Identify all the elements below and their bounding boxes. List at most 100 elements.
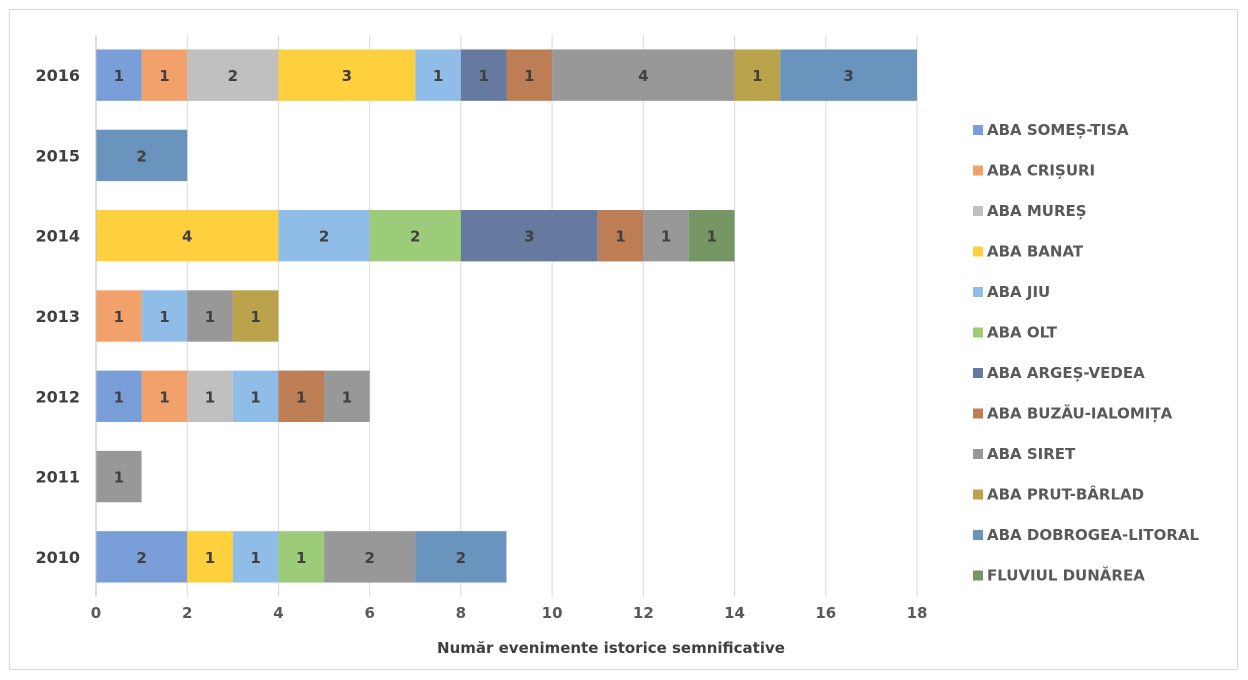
bar-segment [96, 49, 142, 101]
bar-segment [278, 49, 416, 101]
legend-swatch [973, 287, 983, 297]
bar-segment [415, 531, 507, 583]
bar-segment [460, 210, 598, 262]
bar-segment [506, 49, 553, 101]
bar-segment [597, 210, 644, 262]
bar-segment [96, 210, 279, 262]
data-label: 2 [228, 67, 238, 85]
data-label: 1 [433, 67, 443, 85]
data-label: 1 [250, 388, 260, 406]
legend-label: FLUVIUL DUNĂREA [987, 566, 1145, 585]
x-tick-label: 12 [633, 604, 654, 622]
data-label: 1 [296, 388, 306, 406]
legend-swatch [973, 570, 983, 581]
bar-segment [96, 370, 142, 422]
bar-segment [141, 370, 188, 422]
legend-swatch [973, 246, 983, 257]
data-label: 1 [114, 308, 124, 326]
data-label: 3 [843, 67, 853, 85]
x-tick-label: 8 [456, 604, 466, 622]
data-label: 2 [136, 147, 146, 165]
bar-segment [187, 370, 233, 422]
bar-segment [552, 49, 735, 101]
bar-segment [278, 370, 325, 422]
bar-segment [643, 210, 689, 262]
legend-label: ABA BUZĂU-IALOMIȚA [987, 404, 1173, 423]
bar-segment [232, 370, 279, 422]
bar-segment [232, 290, 279, 342]
data-label: 4 [638, 67, 648, 85]
y-tick-label: 2014 [35, 227, 80, 246]
bars: 1 1 2 3 1 1 1 4 1 3 2 4 2 2 3 1 1 1 1 1 1 1 1 1 1 1 1 1 1 2 1 1 1 2 2 [96, 49, 917, 583]
bar-segment [96, 290, 142, 342]
data-label: 1 [114, 388, 124, 406]
legend-label: ABA PRUT-BÂRLAD [987, 485, 1144, 504]
bar-segment [460, 49, 507, 101]
bar-segment [734, 49, 781, 101]
bar-segment [96, 450, 142, 503]
bar-segment [141, 290, 188, 342]
legend-label: ABA JIU [987, 283, 1050, 301]
data-label: 1 [159, 308, 169, 326]
x-tick-label: 18 [907, 604, 928, 622]
bar-segment [324, 531, 416, 583]
data-label: 2 [410, 228, 420, 246]
legend-label: ABA SOMEȘ-TISA [987, 121, 1129, 139]
data-label: 2 [319, 228, 329, 246]
bar-segment [187, 49, 279, 101]
legend-swatch [973, 530, 983, 540]
bar-segment [278, 531, 325, 583]
bar-segment [187, 531, 233, 583]
bar-segment [187, 290, 233, 342]
legend-label: ABA CRIȘURI [987, 162, 1095, 180]
bar-segment [278, 210, 370, 262]
data-label: 1 [159, 67, 169, 85]
bar-segment [324, 370, 370, 422]
data-label: 1 [114, 67, 124, 85]
legend-swatch [973, 165, 983, 176]
data-label: 2 [456, 549, 466, 567]
bar-segment [369, 210, 461, 262]
y-tick-label: 2016 [35, 66, 80, 85]
x-axis: 0 2 4 6 8 10 12 14 16 18 [91, 604, 928, 622]
x-tick-label: 2 [182, 604, 192, 622]
data-label: 4 [182, 228, 192, 246]
y-tick-label: 2012 [35, 387, 80, 406]
legend-label: ABA BANAT [987, 243, 1084, 261]
data-label: 1 [296, 549, 306, 567]
x-tick-label: 10 [542, 604, 563, 622]
data-label: 1 [250, 308, 260, 326]
data-label: 3 [524, 228, 534, 246]
data-label: 1 [707, 228, 717, 246]
data-label: 1 [752, 67, 762, 85]
y-tick-label: 2013 [35, 307, 80, 326]
data-label: 2 [136, 549, 146, 567]
legend-label: ABA DOBROGEA-LITORAL [987, 526, 1199, 544]
x-tick-label: 14 [724, 604, 745, 622]
legend-swatch [973, 449, 983, 459]
bar-segment [415, 49, 461, 101]
y-tick-label: 2010 [35, 548, 80, 567]
bar-segment [232, 531, 279, 583]
x-axis-title: Număr evenimente istorice semnificative [437, 639, 785, 657]
data-label: 1 [524, 67, 534, 85]
legend-swatch [973, 327, 983, 338]
legend-label: ABA OLT [987, 324, 1058, 342]
legend-swatch [973, 408, 983, 419]
legend-swatch [973, 206, 983, 216]
data-label: 1 [159, 388, 169, 406]
x-tick-label: 6 [364, 604, 374, 622]
legend: ABA SOMEȘ-TISA ABA CRIȘURI ABA MUREȘ ABA BA… [973, 121, 1199, 585]
bar-segment [96, 531, 188, 583]
data-label: 1 [205, 308, 215, 326]
bar-segment [688, 210, 735, 262]
legend-label: ABA SIRET [987, 445, 1076, 463]
y-tick-label: 2011 [35, 468, 80, 487]
legend-label: ABA ARGEȘ-VEDEA [987, 364, 1145, 382]
y-tick-label: 2015 [35, 146, 80, 165]
data-label: 1 [250, 549, 260, 567]
bar-segment [141, 49, 188, 101]
bar-segment [780, 49, 917, 101]
legend-swatch [973, 368, 983, 378]
